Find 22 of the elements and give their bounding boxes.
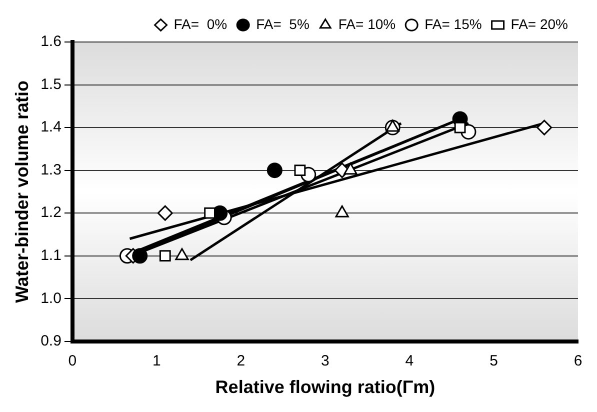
legend-label: FA= 20% [510, 16, 568, 32]
y-tick-label: 1.4 [40, 118, 62, 136]
x-tick-label: 3 [321, 352, 330, 370]
y-tick-label: 1.5 [40, 76, 62, 93]
legend-label: FA= 0% [174, 16, 228, 32]
x-tick-label: 4 [405, 352, 414, 370]
x-tick-label: 5 [490, 352, 498, 370]
y-tick-label: 0.9 [40, 332, 62, 350]
y-tick-label: 1.1 [40, 247, 62, 264]
y-tick-label: 1.3 [40, 161, 62, 178]
legend-label: FA= 15% [424, 16, 482, 32]
y-tick-label: 1.6 [40, 33, 62, 50]
x-tick-label: 2 [236, 352, 246, 370]
x-tick-label: 1 [152, 352, 161, 370]
legend-label: FA= 5% [256, 16, 310, 32]
x-tick-label: 0 [68, 352, 77, 370]
y-tick-label: 1.0 [40, 290, 62, 307]
y-tick-label: 1.2 [40, 204, 62, 222]
x-tick-label: 6 [574, 352, 582, 370]
y-axis-title: Water-binder volume ratio [12, 80, 32, 303]
legend-label: FA= 10% [338, 16, 396, 32]
x-axis-title: Relative flowing ratio(Γm) [215, 377, 436, 398]
